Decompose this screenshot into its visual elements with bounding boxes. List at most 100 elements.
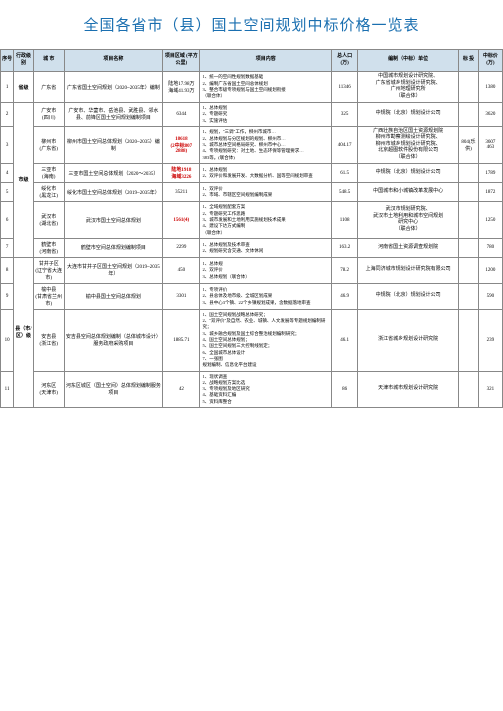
table-row: 5绥化市(黑龙江)绥化市国土空间总体规划（2019~2035年）352111、双… — [1, 183, 503, 202]
cell-pop: 78.2 — [331, 257, 357, 283]
cell-price: 3620 — [478, 103, 502, 127]
cell-price: 780 — [478, 238, 502, 257]
table-row: 3柳州市(广东省)柳州市国土空间总体规划（2020~2035）编制18618(2… — [1, 126, 503, 164]
cell-unit: 中规院（北京）规划设计公司 — [358, 283, 459, 309]
cell-area: 6344 — [163, 103, 200, 127]
cell-content: 1、总体规2、双评价3、总体规划（联合体） — [200, 257, 332, 283]
cell-project: 安吉县空间总体规划编制（总体城市设计）服务政府采购项目 — [64, 309, 163, 371]
cell-pop: 404.17 — [331, 126, 357, 164]
cell-bid — [459, 103, 479, 127]
cell-area: 42 — [163, 371, 200, 407]
cell-seq: 10 — [1, 309, 14, 371]
col-seq: 序号 — [1, 50, 14, 72]
col-area: 项目区域 (平方公里) — [163, 50, 200, 72]
cell-bid — [459, 72, 479, 103]
cell-pop: 86 — [331, 371, 357, 407]
cell-seq: 9 — [1, 283, 14, 309]
cell-content: 1、双评价2、市域、市辖区空间规划编制成果 — [200, 183, 332, 202]
table-row: 9榆中县(甘肃省兰州市)榆中县国土空间总体规划33011、专项评价2、县总体及地… — [1, 283, 503, 309]
cell-area: 35211 — [163, 183, 200, 202]
col-project: 项目名称 — [64, 50, 163, 72]
cell-pop: 1108 — [331, 202, 357, 238]
cell-seq: 4 — [1, 164, 14, 183]
cell-project: 三亚市国土空间总体规划（2020～2035） — [64, 164, 163, 183]
cell-bid — [459, 202, 479, 238]
cell-bid — [459, 309, 479, 371]
cell-price: 321 — [478, 371, 502, 407]
cell-seq: 3 — [1, 126, 14, 164]
table-row: 11河东区(天津市)河东区城区（国土空间）总体规划编制服务项目421、现状调查2… — [1, 371, 503, 407]
cell-project: 鹤壁市空间总体规划编制项目 — [64, 238, 163, 257]
cell-unit: 中规院（北京）规划设计公司 — [358, 164, 459, 183]
cell-bid — [459, 183, 479, 202]
col-city: 城 市 — [33, 50, 64, 72]
cell-content: 1、总体规划2、双评价和发展开发、大数据分析、国等空间规划审查 — [200, 164, 332, 183]
cell-level: 市级 — [14, 103, 34, 258]
cell-price: 1200 — [478, 257, 502, 283]
cell-seq: 11 — [1, 371, 14, 407]
cell-pop: 548.5 — [331, 183, 357, 202]
table-row: 2市级广安市(四川)广安市、华蓥市、岳池县、武胜县、邻水县、前锋区国土空间规划编… — [1, 103, 503, 127]
cell-seq: 1 — [1, 72, 14, 103]
cell-seq: 7 — [1, 238, 14, 257]
cell-project: 武汉市国土空间总体规划 — [64, 202, 163, 238]
cell-unit: 广西壮族自治区国土资源规划院柳州市勘察测绘设计研究院、柳州市城乡规划设计研究院、… — [358, 126, 459, 164]
cell-price: 1789 — [478, 164, 502, 183]
cell-content: 1、现状调查2、战略规划方案比选3、专项规划及地区研究4、基础资料汇编5、资料库… — [200, 371, 332, 407]
cell-city: 绥化市(黑龙江) — [33, 183, 64, 202]
cell-content: 1、总体规划及技术审查2、规划研究含交通、文体休闲 — [200, 238, 332, 257]
cell-area: 450 — [163, 257, 200, 283]
cell-content: 1、总体规划2、专题研究3、实施评估 — [200, 103, 332, 127]
cell-seq: 8 — [1, 257, 14, 283]
table-row: 8县（市/区）级甘井子区(辽宁省大连市)大连市甘井子区国土空间规划（2019~2… — [1, 257, 503, 283]
cell-area: 1561(4) — [163, 202, 200, 238]
col-price: 中标价 (万) — [478, 50, 502, 72]
cell-unit: 武汉市规划研究院、武汉市土地利用和城市空间规划研究中心（联合体） — [358, 202, 459, 238]
cell-unit: 中规院（北京）规划设计公司 — [358, 103, 459, 127]
cell-bid — [459, 371, 479, 407]
col-bid: 标 投 — [459, 50, 479, 72]
cell-price: 1872 — [478, 183, 502, 202]
cell-area: 陆地17.98万海域41.93万 — [163, 72, 200, 103]
cell-price: 1250 — [478, 202, 502, 238]
table-row: 1省级广东省广东省国土空间规划（2020~2035年）编制陆地17.98万海域4… — [1, 72, 503, 103]
cell-city: 武汉市(湖北省) — [33, 202, 64, 238]
cell-content: 1、国土空间规划战略总体研究；2、"双评价"及自然、农业、城镇、人文发展等专题规… — [200, 309, 332, 371]
cell-project: 广安市、华蓥市、岳池县、武胜县、邻水县、前锋区国土空间规划编制项目 — [64, 103, 163, 127]
cell-project: 柳州市国土空间总体规划（2020~2035）编制 — [64, 126, 163, 164]
cell-pop: 61.5 — [331, 164, 357, 183]
cell-unit: 上海同济城市规划设计研究院有限公司 — [358, 257, 459, 283]
cell-bid — [459, 164, 479, 183]
cell-bid — [459, 257, 479, 283]
cell-project: 榆中县国土空间总体规划 — [64, 283, 163, 309]
cell-unit: 天津市城市规划设计研究院 — [358, 371, 459, 407]
page-title: 全国各省市（县）国土空间规划中标价格一览表 — [0, 0, 503, 49]
cell-level: 省级 — [14, 72, 34, 103]
cell-city: 三亚市(海南) — [33, 164, 64, 183]
cell-unit: 浙江省城乡规划设计研究院 — [358, 309, 459, 371]
cell-seq: 5 — [1, 183, 14, 202]
col-level: 行政级别 — [14, 50, 34, 72]
cell-content: 1、统一的空间性规划数据基础2、编制广东省国土空间总体规划3、整合市级专项规划与… — [200, 72, 332, 103]
table-row: 6武汉市(湖北省)武汉市国土空间总体规划1561(4)1、全域规划配套方案2、专… — [1, 202, 503, 238]
cell-pop: 46.1 — [331, 309, 357, 371]
cell-content: 1、规划，"三调"工作，柳州市城市…2、总体规划与分区规划的规划、柳州市…3、城… — [200, 126, 332, 164]
cell-area: 2299 — [163, 238, 200, 257]
cell-area: 18618(2中标8072888) — [163, 126, 200, 164]
table-row: 4 三亚市(海南)三亚市国土空间总体规划（2020～2035）陆地1918海域32… — [1, 164, 503, 183]
cell-unit: 河南省国土资源调查规划院 — [358, 238, 459, 257]
cell-city: 广安市(四川) — [33, 103, 64, 127]
cell-level: 县（市/区）级 — [14, 257, 34, 407]
col-pop: 总人口 (万) — [331, 50, 357, 72]
cell-bid — [459, 238, 479, 257]
cell-area: 陆地1918海域3226 — [163, 164, 200, 183]
cell-bid: 804(乐供) — [459, 126, 479, 164]
cell-bid — [459, 283, 479, 309]
cell-city: 安吉县(浙江省) — [33, 309, 64, 371]
cell-city: 广东省 — [33, 72, 64, 103]
table-row: 7鹤壁市(河南省)鹤壁市空间总体规划编制项目22991、总体规划及技术审查2、规… — [1, 238, 503, 257]
cell-content: 1、全域规划配套方案2、专题研究工作思路3、城市发展和土地利用实施规划技术成果4… — [200, 202, 332, 238]
col-unit: 编制（中标）单位 — [358, 50, 459, 72]
cell-unit: 中国城市规划设计研究院、广东省城乡规划设计研究院、广州地理研究所（联合体） — [358, 72, 459, 103]
cell-pop: 163.2 — [331, 238, 357, 257]
